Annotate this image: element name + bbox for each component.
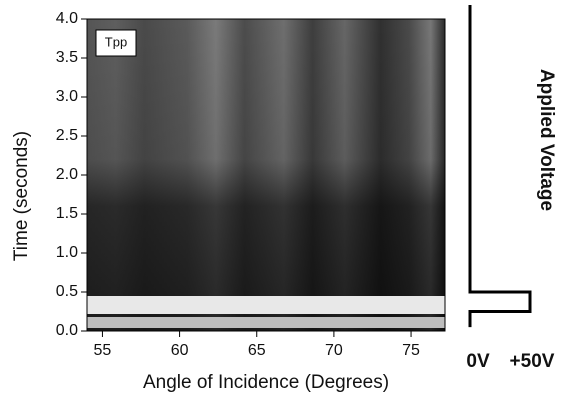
annotation: Tpp [105, 34, 127, 49]
y-tick-label: 2.5 [56, 127, 78, 144]
y-tick-label: 0.0 [56, 322, 78, 339]
y-tick-label: 4.0 [56, 10, 78, 27]
x-tick-label: 70 [325, 342, 343, 359]
x-tick-label: 75 [402, 342, 420, 359]
y-tick-label: 3.0 [56, 88, 78, 105]
y-tick-label: 1.5 [56, 205, 78, 222]
x-tick-label: 65 [248, 342, 266, 359]
y-tick-label: 1.0 [56, 244, 78, 261]
x-tick-label: 0V [466, 351, 490, 372]
y-tick-label: 0.5 [56, 283, 78, 300]
x-tick-label: 55 [94, 342, 112, 359]
y-tick-label: 2.0 [56, 166, 78, 183]
heatmap-image [87, 19, 445, 331]
y-axis-title: Time (seconds) [11, 131, 32, 261]
y-tick-label: 3.5 [56, 49, 78, 66]
x-tick-label: +50V [510, 351, 555, 372]
y-axis-title: Applied Voltage [536, 69, 557, 211]
x-axis-title: Angle of Incidence (Degrees) [143, 372, 389, 393]
x-tick-label: 60 [171, 342, 189, 359]
voltage-line [468, 4, 532, 328]
